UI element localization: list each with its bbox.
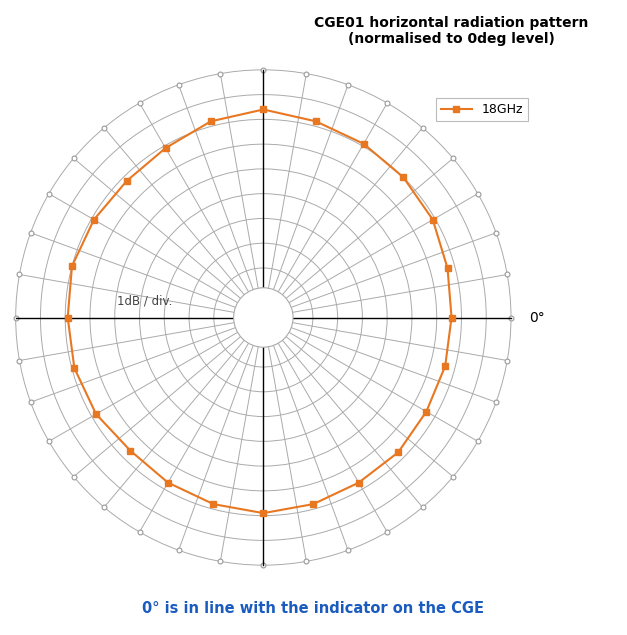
Text: CGE01 horizontal radiation pattern
(normalised to 0deg level): CGE01 horizontal radiation pattern (norm… <box>314 16 589 46</box>
Circle shape <box>234 288 293 347</box>
Text: 0° is in line with the indicator on the CGE: 0° is in line with the indicator on the … <box>142 601 485 616</box>
Text: 1dB / div.: 1dB / div. <box>117 295 172 307</box>
Text: 0°: 0° <box>529 311 545 324</box>
Legend: 18GHz: 18GHz <box>436 98 529 121</box>
